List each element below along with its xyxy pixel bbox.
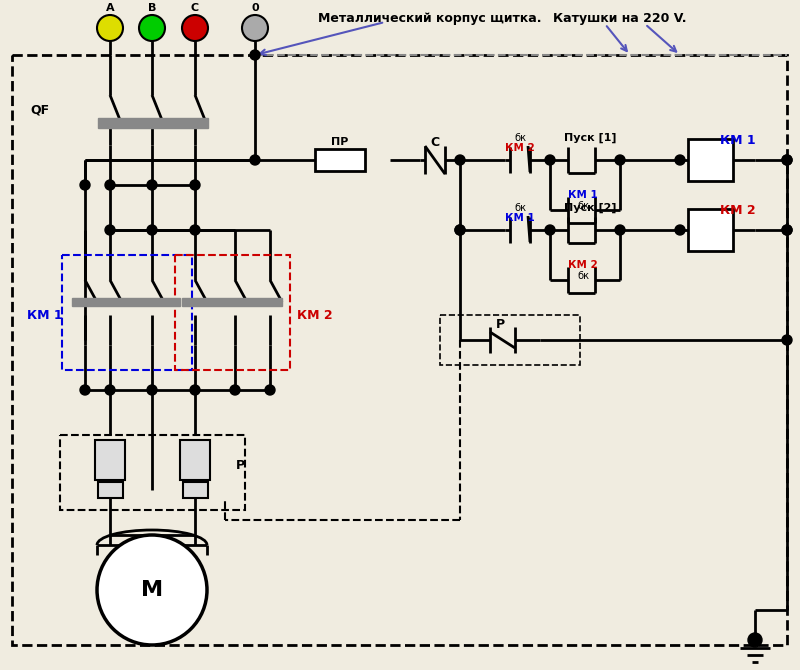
Circle shape bbox=[190, 385, 200, 395]
Bar bbox=[72, 298, 180, 306]
Text: ПР: ПР bbox=[331, 137, 349, 147]
Bar bbox=[12, 55, 787, 645]
Text: C: C bbox=[430, 135, 439, 149]
Text: Пуск [1]: Пуск [1] bbox=[564, 133, 616, 143]
Circle shape bbox=[147, 180, 157, 190]
Circle shape bbox=[190, 180, 200, 190]
Circle shape bbox=[147, 385, 157, 395]
Text: бк: бк bbox=[514, 203, 526, 213]
Text: бк: бк bbox=[514, 133, 526, 143]
Text: КМ 1: КМ 1 bbox=[27, 308, 63, 322]
Circle shape bbox=[250, 155, 260, 165]
Text: A: A bbox=[106, 3, 114, 13]
Circle shape bbox=[782, 155, 792, 165]
Text: КМ 1: КМ 1 bbox=[505, 213, 535, 223]
Text: М: М bbox=[141, 580, 163, 600]
Text: КМ 2: КМ 2 bbox=[297, 308, 333, 322]
Bar bbox=[440, 315, 580, 365]
Circle shape bbox=[748, 633, 762, 647]
Text: бк: бк bbox=[577, 201, 589, 211]
Circle shape bbox=[147, 225, 157, 235]
Circle shape bbox=[80, 180, 90, 190]
Circle shape bbox=[97, 535, 207, 645]
Text: Катушки на 220 V.: Катушки на 220 V. bbox=[554, 11, 686, 25]
Text: Металлический корпус щитка.: Металлический корпус щитка. bbox=[318, 11, 542, 25]
Circle shape bbox=[265, 385, 275, 395]
Circle shape bbox=[230, 385, 240, 395]
Bar bbox=[315, 149, 365, 171]
Circle shape bbox=[782, 335, 792, 345]
Circle shape bbox=[455, 225, 465, 235]
Bar bbox=[687, 139, 733, 181]
Circle shape bbox=[182, 15, 208, 41]
Text: Р: Р bbox=[495, 318, 505, 330]
Circle shape bbox=[675, 155, 685, 165]
Circle shape bbox=[105, 225, 115, 235]
Text: бк: бк bbox=[577, 271, 589, 281]
Bar bbox=[60, 435, 245, 510]
Bar bbox=[175, 255, 290, 370]
Text: C: C bbox=[191, 3, 199, 13]
Circle shape bbox=[105, 385, 115, 395]
Text: КМ 1: КМ 1 bbox=[568, 190, 598, 200]
Text: Р: Р bbox=[235, 458, 245, 472]
Text: КМ 2: КМ 2 bbox=[568, 260, 598, 270]
Bar bbox=[687, 209, 733, 251]
Circle shape bbox=[455, 155, 465, 165]
Circle shape bbox=[782, 155, 792, 165]
Text: КМ 2: КМ 2 bbox=[505, 143, 535, 153]
Bar bbox=[182, 482, 207, 498]
Circle shape bbox=[675, 225, 685, 235]
Circle shape bbox=[105, 180, 115, 190]
Circle shape bbox=[615, 225, 625, 235]
Circle shape bbox=[615, 155, 625, 165]
Bar bbox=[95, 440, 125, 480]
Text: Пуск [2]: Пуск [2] bbox=[564, 203, 616, 213]
Circle shape bbox=[190, 225, 200, 235]
Circle shape bbox=[455, 225, 465, 235]
Circle shape bbox=[545, 225, 555, 235]
Bar bbox=[98, 118, 208, 128]
Bar bbox=[98, 482, 122, 498]
Text: КМ 2: КМ 2 bbox=[720, 204, 756, 216]
Circle shape bbox=[782, 225, 792, 235]
Circle shape bbox=[545, 155, 555, 165]
Circle shape bbox=[242, 15, 268, 41]
Text: B: B bbox=[148, 3, 156, 13]
Text: 0: 0 bbox=[251, 3, 259, 13]
Circle shape bbox=[80, 385, 90, 395]
Bar bbox=[182, 298, 282, 306]
Bar bbox=[180, 440, 210, 480]
Bar bbox=[62, 255, 192, 370]
Circle shape bbox=[782, 225, 792, 235]
Text: QF: QF bbox=[30, 103, 49, 117]
Text: КМ 1: КМ 1 bbox=[720, 133, 756, 147]
Circle shape bbox=[139, 15, 165, 41]
Circle shape bbox=[97, 15, 123, 41]
Circle shape bbox=[250, 50, 260, 60]
